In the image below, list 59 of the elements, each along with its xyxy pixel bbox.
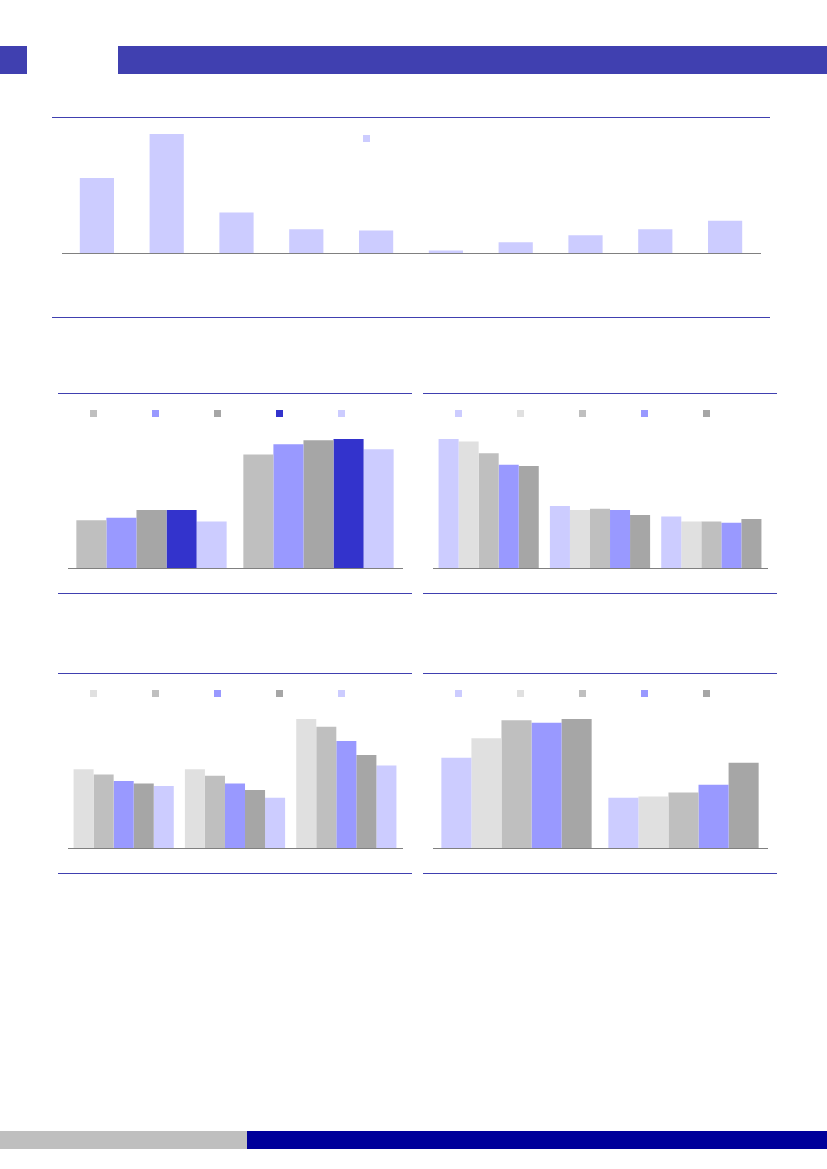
bar [498,242,533,253]
bar [333,439,364,568]
bar [728,762,759,848]
bar [708,220,743,253]
bar [376,765,397,848]
bar [184,769,205,848]
bar [204,775,225,848]
bar [478,453,499,568]
bar [568,235,603,253]
bar [698,784,729,848]
bar [569,509,590,568]
bar [608,797,639,848]
bar [79,178,114,253]
bar [136,509,167,568]
bar [681,521,702,568]
bar [316,726,337,848]
bar [243,454,274,568]
bar [441,757,472,848]
bar [289,229,324,253]
bar [501,720,532,848]
bar [438,439,459,568]
bar [93,774,114,848]
bar [196,521,227,568]
bar [638,796,669,848]
bar [610,509,631,568]
bar [336,740,357,848]
bar [668,792,699,848]
bar [106,517,137,568]
bar [721,522,742,568]
bar [224,783,246,848]
bar [149,134,184,253]
bar [549,506,570,568]
bar [561,719,592,848]
bar [638,229,673,253]
bar [153,786,174,848]
bar [356,755,377,848]
bar [518,466,539,568]
bar [630,515,651,568]
bar [76,520,107,568]
bar [245,789,266,848]
bar [359,230,394,253]
bar [303,440,334,568]
bar [741,518,762,568]
bar [471,738,502,848]
bar [219,212,254,253]
bar [458,441,479,568]
bar [296,719,317,848]
bar [265,797,286,848]
bar [133,783,154,848]
bar [166,509,197,568]
bar [589,508,611,568]
bar [661,516,682,568]
bar [363,449,394,568]
bar [273,444,304,568]
bar [113,780,134,848]
bar [73,769,94,848]
bar [701,521,722,568]
bar [531,722,562,848]
bar [498,464,519,568]
